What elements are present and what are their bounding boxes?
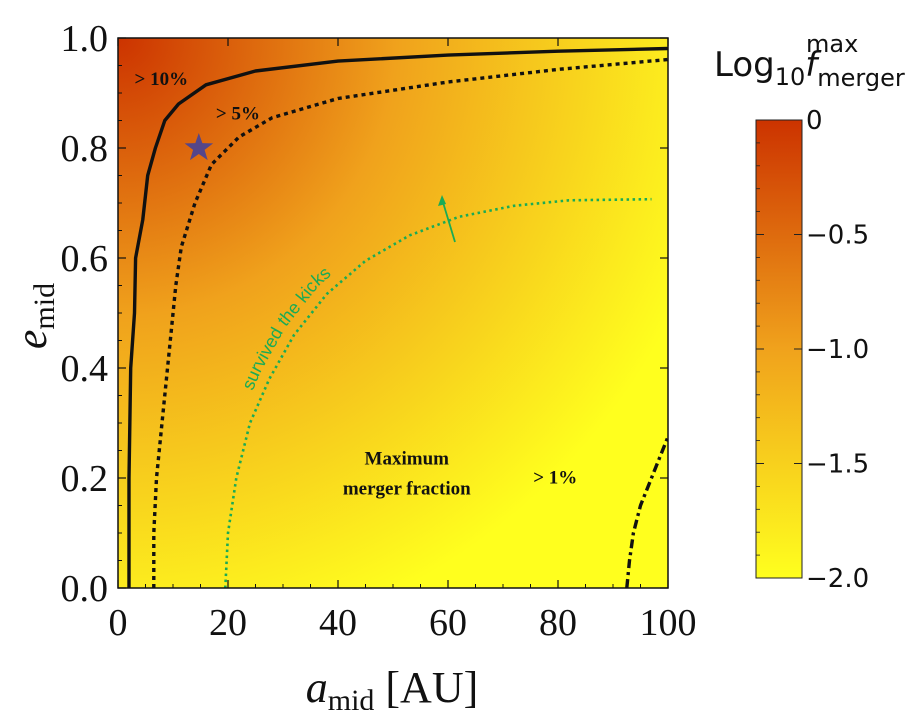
- star-marker: [184, 133, 214, 161]
- y-tick-label: 0.0: [61, 568, 109, 610]
- marker-layer: [184, 133, 214, 161]
- y-tick-label: 0.8: [61, 128, 109, 170]
- x-axis-title-main: a: [306, 663, 328, 710]
- contour-annotation: merger fraction: [343, 479, 471, 500]
- y-axis-ticks: 0.0 0.2 0.4 0.6 0.8 1.0: [61, 18, 668, 610]
- x-tick-label: 80: [539, 602, 577, 644]
- heatmap-field: [118, 38, 668, 588]
- colorbar-tick-label: −1.0: [806, 335, 869, 365]
- survival-curve: [224, 197, 652, 588]
- contour-annotation: > 1%: [533, 468, 577, 489]
- x-tick-label: 60: [429, 602, 467, 644]
- survival-arrow-shaft: [441, 198, 456, 243]
- x-tick-label: 0: [109, 602, 128, 644]
- colorbar-title-varsub: merger: [817, 64, 905, 92]
- colorbar-title-main: Log: [714, 45, 775, 85]
- x-tick-label: 20: [209, 602, 247, 644]
- colorbar-title-sup: max: [806, 30, 858, 58]
- x-axis-title-unit: [AU]: [374, 663, 478, 710]
- y-axis-title-main: e: [7, 330, 56, 350]
- colorbar-tick-label: 0: [806, 106, 823, 136]
- contour-line: [127, 46, 668, 588]
- annotation-layer: > 10% > 5% Maximum merger fraction > 1%: [135, 69, 578, 500]
- x-tick-label: 100: [640, 602, 697, 644]
- x-tick-label: 40: [319, 602, 357, 644]
- colorbar-title-sub: 10: [775, 63, 806, 91]
- colorbar-tick-label: −0.5: [806, 221, 869, 251]
- y-tick-label: 0.2: [61, 458, 109, 500]
- x-axis-title-sub: mid: [328, 684, 375, 710]
- y-axis-title-sub: mid: [28, 283, 61, 330]
- contour-lines: [127, 46, 668, 588]
- y-axis-title: emid: [7, 283, 61, 349]
- contour-annotation: > 10%: [135, 69, 189, 90]
- contour-annotation: Maximum: [365, 448, 450, 469]
- y-tick-label: 1.0: [61, 18, 109, 60]
- survival-arrow-head: [438, 195, 446, 206]
- colorbar-ticks: 0 −0.5 −1.0 −1.5 −2.0: [756, 106, 869, 594]
- y-tick-label: 0.4: [61, 348, 109, 390]
- contour-line: [152, 57, 668, 588]
- contour-line: [625, 436, 668, 588]
- contour-annotation: > 5%: [216, 103, 260, 124]
- x-axis-title: amid [AU]: [306, 663, 479, 710]
- colorbar-tick-label: −1.5: [806, 450, 869, 480]
- colorbar-tick-label: −2.0: [806, 564, 869, 594]
- y-tick-label: 0.6: [61, 238, 109, 280]
- x-axis-ticks: 0 20 40 60 80 100: [109, 38, 697, 644]
